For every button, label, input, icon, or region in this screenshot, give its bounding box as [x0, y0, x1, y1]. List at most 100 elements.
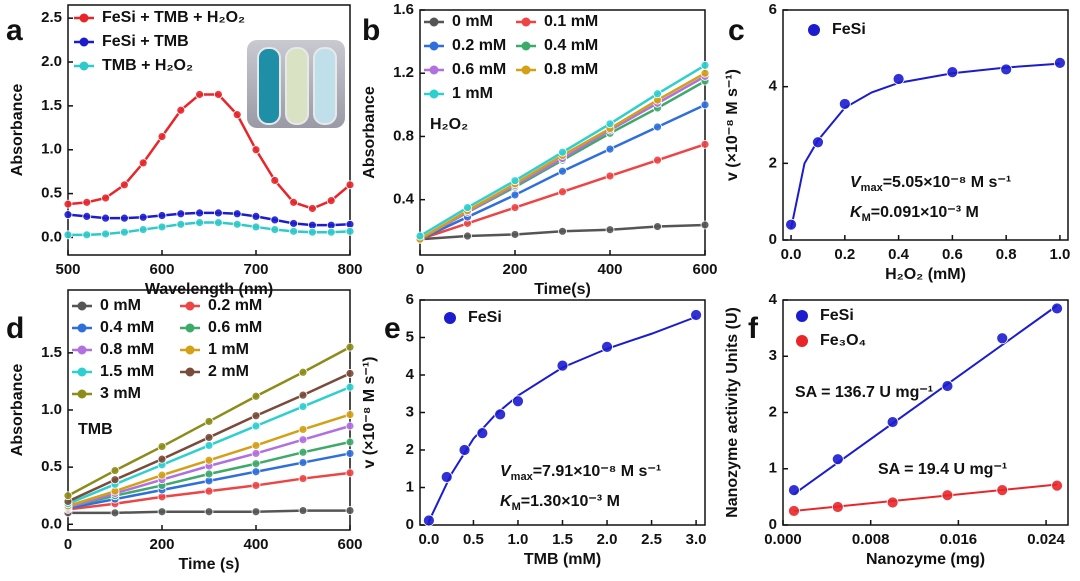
- y-tick-label: 1.0: [41, 401, 62, 418]
- data-point: [345, 382, 355, 392]
- data-point: [204, 507, 214, 517]
- y-tick-label: 2.0: [41, 53, 62, 70]
- data-point: [510, 203, 520, 212]
- data-point: [812, 136, 824, 149]
- data-point: [63, 230, 73, 240]
- x-tick-label: 600: [692, 261, 717, 278]
- data-point: [1000, 63, 1013, 76]
- x-tick-label: 200: [149, 536, 174, 553]
- x-tick-label: 1.0: [508, 531, 529, 548]
- data-point: [512, 395, 524, 408]
- legend-marker: [796, 310, 808, 322]
- legend-marker: [185, 301, 195, 311]
- y-tick-label: 0.0: [41, 228, 62, 245]
- annotation: TMB: [78, 421, 113, 438]
- data-point: [176, 219, 186, 229]
- data-point: [157, 442, 167, 451]
- x-tick-label: 600: [337, 536, 362, 553]
- x-tick-label: 500: [55, 261, 80, 278]
- x-tick-label: 0.6: [942, 246, 963, 263]
- data-point: [345, 410, 355, 419]
- legend-label: 0.6 mM: [208, 319, 262, 336]
- data-point: [251, 449, 261, 458]
- data-point: [831, 501, 844, 513]
- y-tick-label: 0: [769, 516, 777, 533]
- data-point: [838, 98, 851, 110]
- y-tick-label: 0.5: [41, 185, 62, 202]
- y-tick-label: 3: [406, 403, 414, 420]
- series-line: [67, 211, 351, 227]
- data-point: [232, 219, 242, 229]
- data-point: [120, 213, 129, 223]
- data-point: [251, 467, 261, 477]
- legend-marker: [429, 89, 439, 99]
- legend-label: FeSi: [832, 21, 866, 38]
- legend-label: 0 mM: [452, 13, 493, 30]
- x-tick-label: 0.8: [996, 246, 1017, 263]
- data-point: [289, 197, 299, 207]
- data-point: [110, 475, 120, 485]
- data-point: [510, 190, 520, 200]
- y-tick-label: 1.2: [393, 64, 414, 81]
- data-point: [605, 225, 615, 235]
- inset-photo: [247, 40, 345, 128]
- data-point: [289, 219, 299, 228]
- data-point: [82, 212, 92, 221]
- x-tick-label: 400: [243, 536, 268, 553]
- data-point: [176, 105, 186, 115]
- y-axis-label: Absorbance: [361, 86, 378, 179]
- data-point: [690, 309, 702, 321]
- x-tick-label: 0.0: [781, 246, 802, 263]
- data-point: [251, 145, 261, 155]
- x-tick-label: 0.000: [764, 531, 802, 548]
- data-point: [120, 227, 129, 237]
- data-point: [785, 218, 797, 231]
- data-point: [289, 226, 299, 236]
- data-point: [700, 68, 710, 78]
- annotation: KM=0.091×10⁻³ M: [850, 204, 979, 224]
- data-point: [195, 208, 205, 218]
- data-point: [494, 408, 507, 421]
- data-point: [345, 468, 355, 478]
- data-point: [345, 437, 355, 447]
- data-point: [204, 417, 214, 426]
- data-point: [415, 231, 425, 241]
- data-point: [298, 474, 308, 483]
- y-axis-label: Nanozyme activity Units (U): [724, 307, 741, 518]
- legend-label: 1.5 mM: [100, 363, 154, 380]
- data-point: [204, 455, 214, 465]
- data-point: [463, 203, 472, 212]
- data-point: [700, 100, 710, 110]
- data-point: [326, 196, 336, 206]
- data-point: [886, 496, 899, 509]
- legend-marker: [185, 345, 195, 355]
- data-point: [345, 449, 355, 458]
- legend-marker: [429, 41, 439, 51]
- fit-line: [428, 315, 697, 522]
- data-point: [251, 391, 261, 401]
- y-tick-label: 6: [406, 291, 414, 308]
- data-point: [941, 489, 954, 502]
- data-point: [510, 230, 520, 239]
- data-point: [101, 193, 110, 203]
- data-point: [700, 139, 710, 149]
- y-tick-label: 0: [769, 231, 777, 248]
- y-tick-label: 1: [406, 478, 414, 495]
- data-point: [1051, 479, 1063, 492]
- series-line: [67, 93, 351, 210]
- legend-marker: [79, 37, 89, 47]
- annotation-part: V: [500, 463, 512, 480]
- y-tick-label: 0: [406, 516, 414, 533]
- y-tick-label: 4: [769, 291, 778, 308]
- y-tick-label: 0.0: [41, 515, 62, 532]
- data-point: [157, 470, 167, 480]
- x-tick-label: 200: [502, 261, 527, 278]
- x-tick-label: 2.0: [597, 531, 618, 548]
- data-point: [63, 491, 73, 501]
- legend-marker: [185, 323, 195, 333]
- x-tick-label: 800: [337, 261, 362, 278]
- data-point: [996, 332, 1009, 345]
- plot-frame: [67, 4, 351, 256]
- data-point: [601, 340, 613, 353]
